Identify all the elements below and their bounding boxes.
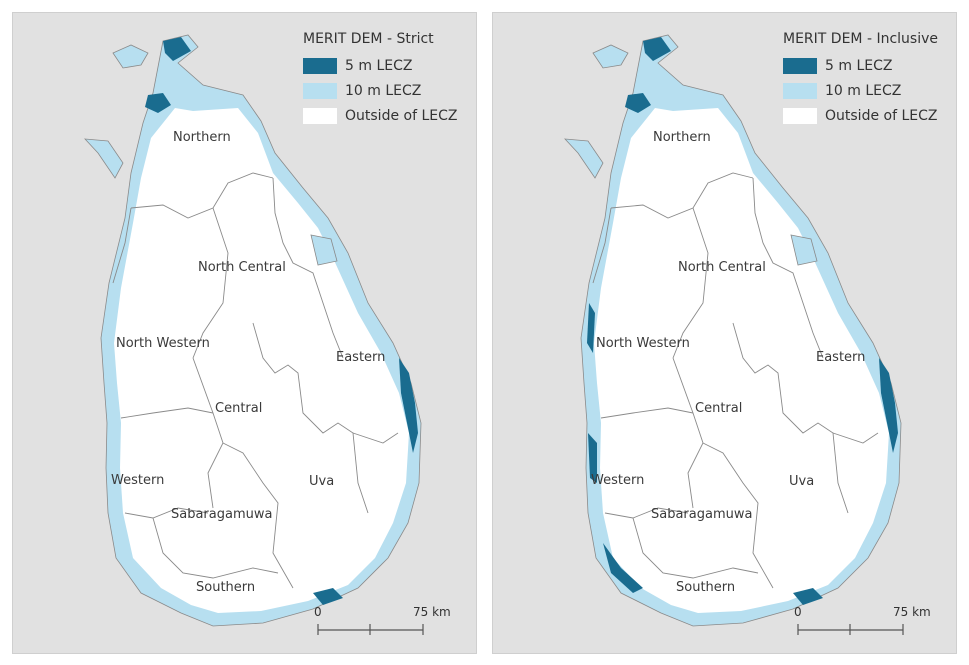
region-label-north-western: North Western xyxy=(596,336,690,351)
legend-swatch-outside xyxy=(783,107,817,124)
island-interior xyxy=(114,108,409,613)
legend-label-5m: 5 m LECZ xyxy=(825,57,893,74)
region-label-western: Western xyxy=(591,473,644,488)
legend: MERIT DEM - Strict 5 m LECZ 10 m LECZ Ou… xyxy=(303,31,457,128)
legend-title: MERIT DEM - Inclusive xyxy=(783,31,938,47)
lecz-10m-zone xyxy=(564,138,604,179)
lecz-5m-zone xyxy=(625,93,651,113)
lecz-5m-zone xyxy=(793,588,823,605)
scale-bar: 0 75 km xyxy=(794,605,931,635)
region-label-eastern: Eastern xyxy=(336,350,385,365)
region-label-eastern: Eastern xyxy=(816,350,865,365)
legend-swatch-10m xyxy=(303,82,337,99)
lecz-5m-zone xyxy=(588,433,597,483)
region-label-uva: Uva xyxy=(309,474,334,489)
lecz-5m-zone xyxy=(313,588,343,605)
map: Northern North Central North Western Eas… xyxy=(564,34,931,635)
region-label-central: Central xyxy=(215,401,262,416)
map: Northern North Central North Western Eas… xyxy=(84,34,451,635)
map-panel-inclusive: Northern North Central North Western Eas… xyxy=(492,12,957,654)
region-label-north-western: North Western xyxy=(116,336,210,351)
scale-start-label: 0 xyxy=(314,605,322,619)
province-borders xyxy=(592,172,879,589)
legend-item-5m: 5 m LECZ xyxy=(783,53,938,78)
region-label-central: Central xyxy=(695,401,742,416)
lecz-5m-zone xyxy=(603,543,643,593)
legend-swatch-5m xyxy=(303,57,337,74)
lecz-5m-zone xyxy=(643,37,671,61)
scale-end-label: 75 km xyxy=(413,605,451,619)
lecz-5m-zone xyxy=(145,93,171,113)
lecz-10m-zone xyxy=(112,44,149,69)
scale-bar: 0 75 km xyxy=(314,605,451,635)
scale-start-label: 0 xyxy=(794,605,802,619)
legend: MERIT DEM - Inclusive 5 m LECZ 10 m LECZ… xyxy=(783,31,938,128)
legend-label-outside: Outside of LECZ xyxy=(345,107,458,124)
scale-end-label: 75 km xyxy=(893,605,931,619)
lecz-5m-zone xyxy=(163,37,191,61)
region-label-western: Western xyxy=(111,473,164,488)
legend-label-10m: 10 m LECZ xyxy=(825,82,902,99)
region-label-north-central: North Central xyxy=(198,260,286,275)
legend-label-10m: 10 m LECZ xyxy=(345,82,422,99)
region-label-uva: Uva xyxy=(789,474,814,489)
region-label-southern: Southern xyxy=(196,580,255,595)
province-borders xyxy=(112,172,399,589)
lecz-10m-zone xyxy=(790,234,818,266)
legend-label-outside: Outside of LECZ xyxy=(825,107,938,124)
lecz-10m-zone xyxy=(592,44,629,69)
legend-swatch-5m xyxy=(783,57,817,74)
region-label-northern: Northern xyxy=(653,130,711,145)
legend-item-5m: 5 m LECZ xyxy=(303,53,457,78)
region-label-sabaragamuwa: Sabaragamuwa xyxy=(171,507,272,522)
region-label-northern: Northern xyxy=(173,130,231,145)
lecz-10m-zone xyxy=(84,138,124,179)
legend-item-outside: Outside of LECZ xyxy=(303,103,457,128)
lecz-5m-zone xyxy=(399,358,418,453)
island-interior xyxy=(594,108,889,613)
legend-swatch-10m xyxy=(783,82,817,99)
map-panel-strict: Northern North Central North Western Eas… xyxy=(12,12,477,654)
legend-label-5m: 5 m LECZ xyxy=(345,57,413,74)
region-label-north-central: North Central xyxy=(678,260,766,275)
legend-swatch-outside xyxy=(303,107,337,124)
region-label-southern: Southern xyxy=(676,580,735,595)
lecz-10m-zone xyxy=(310,234,338,266)
legend-item-10m: 10 m LECZ xyxy=(303,78,457,103)
legend-item-10m: 10 m LECZ xyxy=(783,78,938,103)
lecz-5m-zone xyxy=(587,303,595,353)
legend-title: MERIT DEM - Strict xyxy=(303,31,434,47)
region-label-sabaragamuwa: Sabaragamuwa xyxy=(651,507,752,522)
legend-item-outside: Outside of LECZ xyxy=(783,103,938,128)
lecz-5m-zone xyxy=(879,358,898,453)
